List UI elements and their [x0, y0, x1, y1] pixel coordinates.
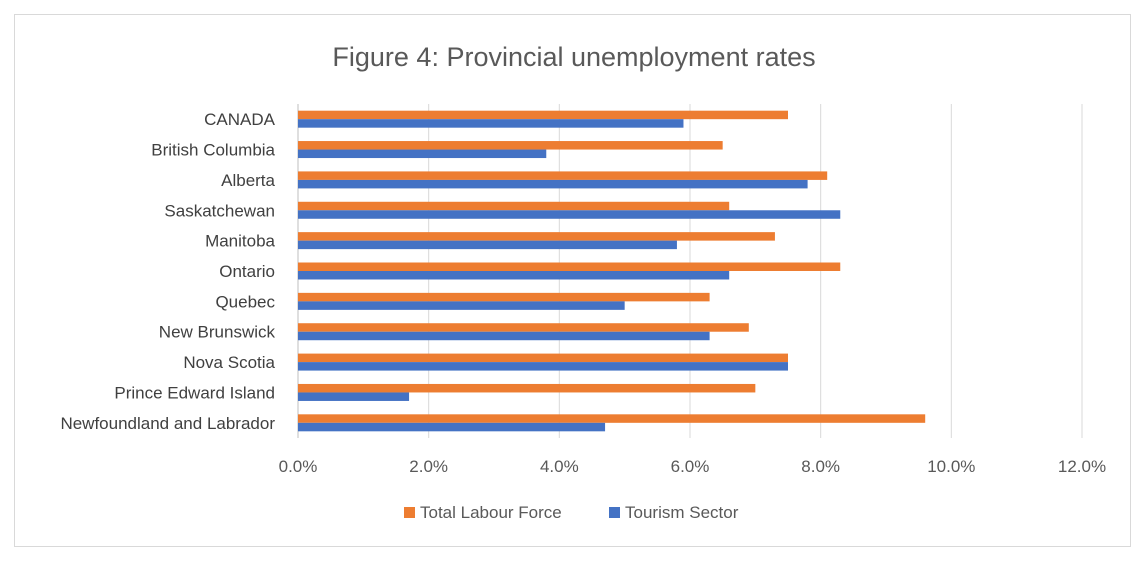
category-label: Newfoundland and Labrador	[60, 414, 275, 433]
legend-label: Tourism Sector	[625, 503, 739, 522]
bar-tourism-sector	[298, 362, 788, 371]
bar-tourism-sector	[298, 179, 808, 189]
bar-total-labour-force	[298, 110, 788, 120]
bar-total-labour-force	[298, 323, 749, 332]
bar-total-labour-force	[298, 292, 710, 302]
bars	[298, 110, 926, 432]
x-tick-label: 4.0%	[540, 457, 579, 476]
x-tick-label: 6.0%	[671, 457, 710, 476]
bar-tourism-sector	[298, 240, 677, 250]
category-label: British Columbia	[151, 141, 275, 160]
bar-total-labour-force	[298, 383, 756, 393]
chart-title: Figure 4: Provincial unemployment rates	[332, 42, 815, 72]
legend-item-total-labour-force: Total Labour Force	[404, 503, 562, 522]
category-label: Saskatchewan	[164, 201, 275, 220]
bar-tourism-sector	[298, 210, 841, 219]
x-tick-label: 12.0%	[1058, 457, 1106, 476]
x-tick-label: 10.0%	[927, 457, 975, 476]
x-tick-label: 8.0%	[801, 457, 840, 476]
bar-tourism-sector	[298, 301, 625, 310]
category-labels: CANADA British Columbia Alberta Saskatchewa…	[60, 110, 275, 433]
legend-swatch	[404, 507, 415, 518]
category-label: Manitoba	[205, 232, 275, 251]
bar-tourism-sector	[298, 422, 606, 432]
x-tick-label: 2.0%	[409, 457, 448, 476]
bar-tourism-sector	[298, 149, 547, 159]
bar-total-labour-force	[298, 353, 788, 363]
bar-total-labour-force	[298, 201, 730, 211]
legend: Total Labour Force Tourism Sector	[404, 503, 739, 522]
bar-total-labour-force	[298, 141, 723, 150]
legend-item-tourism-sector: Tourism Sector	[609, 503, 739, 522]
bar-tourism-sector	[298, 392, 410, 401]
bar-tourism-sector	[298, 271, 730, 280]
bar-total-labour-force	[298, 232, 775, 241]
bar-total-labour-force	[298, 262, 841, 271]
category-label: Alberta	[221, 171, 275, 190]
category-label: Quebec	[215, 292, 275, 311]
bar-total-labour-force	[298, 414, 926, 423]
category-label: New Brunswick	[159, 323, 276, 342]
legend-swatch	[609, 507, 620, 518]
bar-total-labour-force	[298, 171, 828, 180]
x-tick-label: 0.0%	[279, 457, 318, 476]
legend-label: Total Labour Force	[420, 503, 562, 522]
bar-tourism-sector	[298, 119, 684, 128]
category-label: Prince Edward Island	[114, 383, 275, 402]
x-tick-labels: 0.0% 2.0% 4.0% 6.0% 8.0% 10.0% 12.0%	[279, 457, 1106, 476]
category-label: Nova Scotia	[183, 353, 275, 372]
category-label: Ontario	[219, 262, 275, 281]
chart-frame	[14, 14, 1131, 547]
bar-tourism-sector	[298, 331, 710, 341]
category-label: CANADA	[204, 110, 276, 129]
